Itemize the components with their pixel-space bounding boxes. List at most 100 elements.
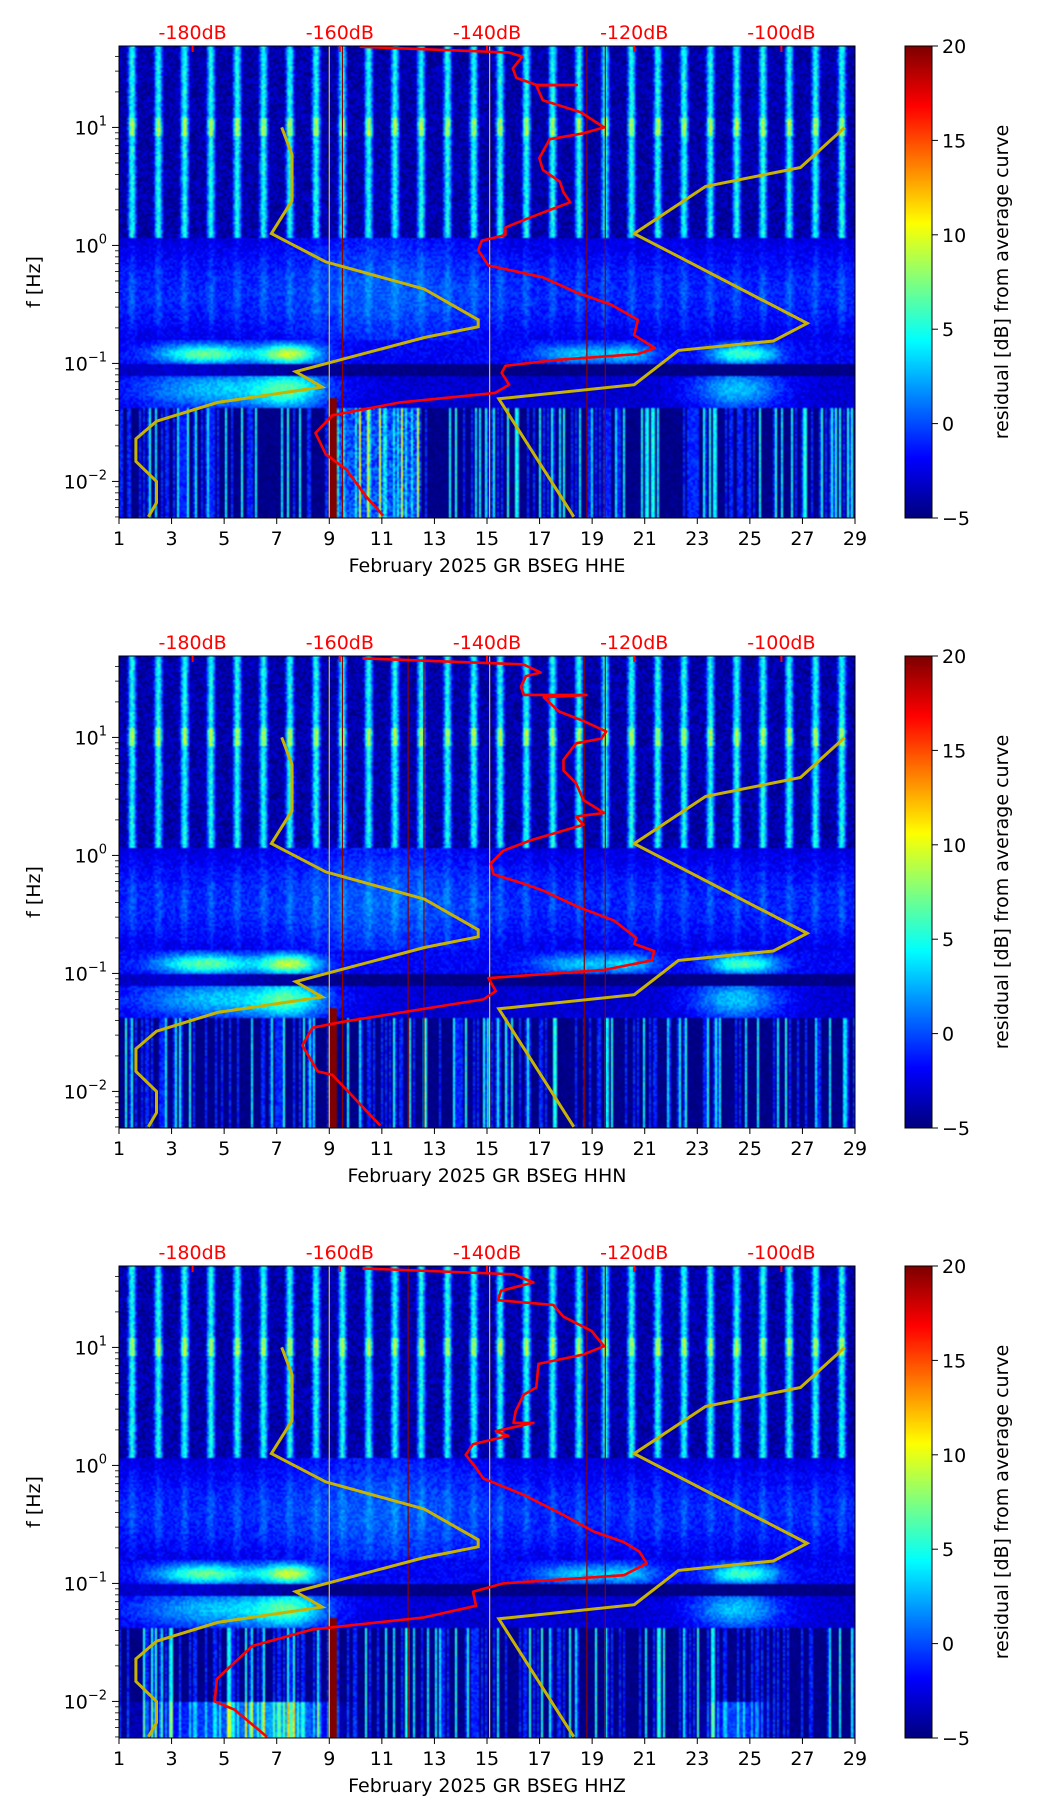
x-tick-label: 9	[323, 1748, 335, 1770]
x-tick-label: 19	[580, 1138, 604, 1160]
y-tick-label: 100	[75, 842, 107, 867]
y-tick-label: 10−1	[64, 960, 107, 985]
y-tick-exponent: −1	[88, 350, 107, 365]
db-tick-label: -140dB	[453, 22, 521, 44]
y-tick-label: 10−2	[64, 1688, 107, 1713]
x-tick-label: 17	[527, 528, 551, 550]
x-tick-label: 21	[633, 1748, 657, 1770]
spectrogram-hhn	[119, 656, 855, 1128]
y-tick-base: 10	[64, 963, 88, 985]
psd-curve	[300, 657, 656, 1127]
x-tick-label: 3	[166, 1748, 178, 1770]
x-tick-label: 5	[218, 1748, 230, 1770]
colorbar-tick-label: 15	[942, 130, 966, 152]
x-tick-label: 7	[271, 528, 283, 550]
x-tick-label: 27	[790, 528, 814, 550]
x-tick-label: 17	[527, 1138, 551, 1160]
x-tick-label: 25	[738, 528, 762, 550]
y-tick-label: 10−1	[64, 1570, 107, 1595]
y-axis-label: f [Hz]	[23, 866, 45, 918]
y-tick-base: 10	[75, 235, 99, 257]
x-tick-label: 13	[422, 528, 446, 550]
x-tick-label: 27	[790, 1138, 814, 1160]
y-tick-label: 101	[75, 114, 107, 139]
x-tick-label: 13	[422, 1138, 446, 1160]
colorbar-tick-label: −5	[942, 1728, 970, 1750]
x-tick-label: 7	[271, 1138, 283, 1160]
colorbar-hhe	[905, 46, 932, 518]
y-tick-exponent: 0	[99, 1452, 107, 1467]
x-tick-label: 3	[166, 1138, 178, 1160]
y-tick-base: 10	[75, 727, 99, 749]
x-tick-label: 15	[475, 1138, 499, 1160]
colorbar-label: residual [dB] from average curve	[991, 735, 1013, 1050]
x-tick-label: 11	[370, 1138, 394, 1160]
db-tick-label: -140dB	[453, 1242, 521, 1264]
x-tick-label: 11	[370, 1748, 394, 1770]
y-axis-label: f [Hz]	[23, 256, 45, 308]
x-tick-label: 19	[580, 528, 604, 550]
plot-frame	[118, 45, 856, 519]
colorbar-tick-label: 5	[942, 1539, 954, 1561]
db-tick-label: -140dB	[453, 632, 521, 654]
x-tick-label: 9	[323, 528, 335, 550]
x-tick-label: 23	[685, 1748, 709, 1770]
colorbar-tick-label: 10	[942, 1445, 966, 1467]
db-tick-label: -120dB	[600, 1242, 668, 1264]
x-tick-label: 15	[475, 1748, 499, 1770]
db-tick-label: -160dB	[306, 632, 374, 654]
y-tick-base: 10	[64, 1691, 88, 1713]
nhnm-curve	[496, 126, 846, 518]
colorbar-hhz	[905, 1266, 932, 1738]
x-tick-label: 5	[218, 1138, 230, 1160]
y-tick-base: 10	[64, 1081, 88, 1103]
y-tick-exponent: 1	[99, 1334, 107, 1349]
y-tick-label: 101	[75, 1334, 107, 1359]
x-tick-label: 9	[323, 1138, 335, 1160]
db-tick-label: -100dB	[747, 1242, 815, 1264]
colorbar-tick-label: 5	[942, 929, 954, 951]
colorbar-tick-label: 10	[942, 225, 966, 247]
y-tick-label: 10−2	[64, 1078, 107, 1103]
x-tick-label: 25	[738, 1138, 762, 1160]
y-axis-label: f [Hz]	[23, 1476, 45, 1528]
y-tick-base: 10	[75, 845, 99, 867]
nlnm-curve	[134, 126, 480, 518]
x-axis-label: February 2025 GR BSEG HHZ	[348, 1775, 626, 1797]
colorbar-tick-label: 0	[942, 1634, 954, 1656]
x-tick-label: 1	[113, 528, 125, 550]
y-tick-label: 10−2	[64, 468, 107, 493]
colorbar-tick-label: 0	[942, 414, 954, 436]
x-tick-label: 1	[113, 1138, 125, 1160]
colorbar-tick-label: 20	[942, 36, 966, 58]
y-tick-base: 10	[75, 1337, 99, 1359]
colorbar-tick-label: 10	[942, 835, 966, 857]
db-tick-label: -100dB	[747, 22, 815, 44]
y-tick-base: 10	[64, 471, 88, 493]
colorbar-tick-label: 15	[942, 1350, 966, 1372]
psd-curve	[213, 1267, 649, 1738]
db-tick-label: -120dB	[600, 22, 668, 44]
psd-curve	[314, 45, 657, 517]
db-tick-label: -160dB	[306, 1242, 374, 1264]
spectrogram-hhe	[119, 46, 855, 518]
y-tick-label: 100	[75, 1452, 107, 1477]
db-tick-label: -120dB	[600, 632, 668, 654]
y-tick-exponent: 1	[99, 724, 107, 739]
colorbar-tick-label: 15	[942, 740, 966, 762]
x-tick-label: 21	[633, 1138, 657, 1160]
y-tick-exponent: −2	[88, 468, 107, 483]
db-tick-label: -180dB	[158, 22, 226, 44]
plot-frame	[118, 655, 856, 1129]
y-tick-exponent: 0	[99, 232, 107, 247]
colorbar-frame	[904, 1265, 933, 1739]
colorbar-tick-label: 0	[942, 1024, 954, 1046]
colorbar-tick-label: −5	[942, 1118, 970, 1140]
x-tick-label: 11	[370, 528, 394, 550]
y-tick-label: 100	[75, 232, 107, 257]
y-tick-label: 10−1	[64, 350, 107, 375]
db-tick-label: -180dB	[158, 1242, 226, 1264]
x-tick-label: 17	[527, 1748, 551, 1770]
y-tick-base: 10	[75, 117, 99, 139]
